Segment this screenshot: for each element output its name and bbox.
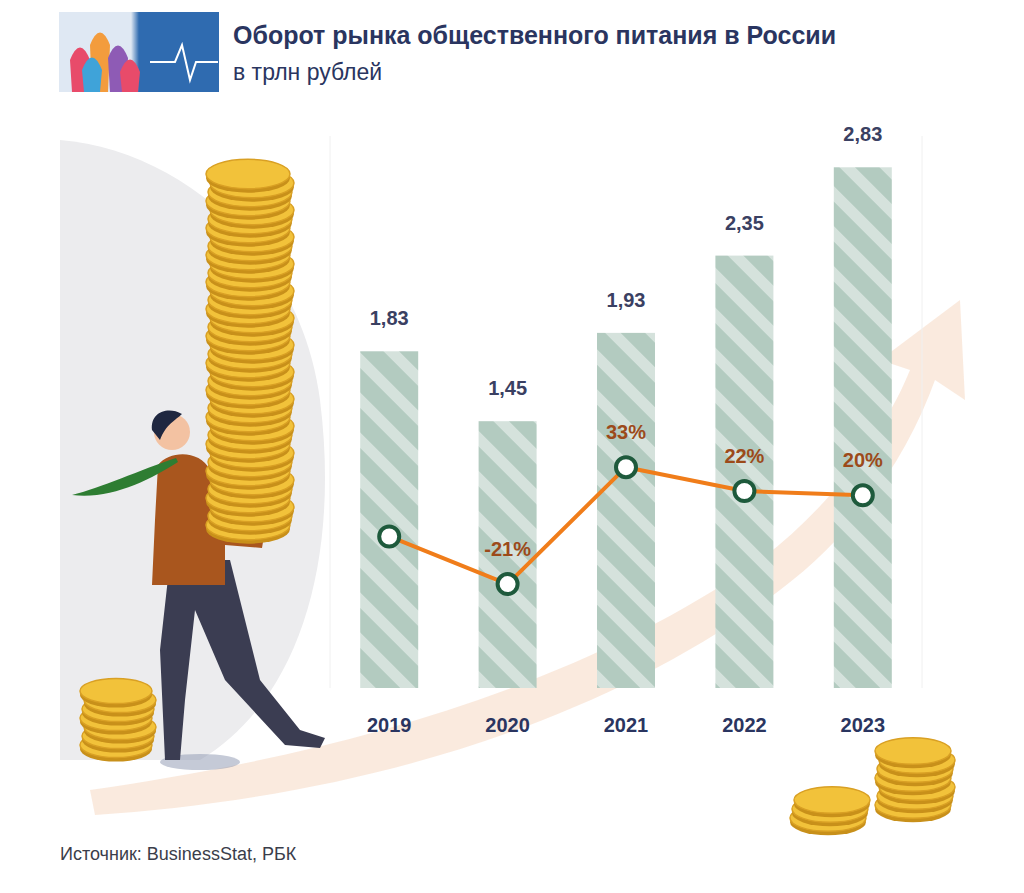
line-label: -21% — [484, 538, 531, 560]
line — [389, 467, 863, 584]
title: Оборот рынка общественного питания в Рос… — [233, 21, 836, 49]
bar-label: 1,45 — [488, 377, 527, 399]
bar-label: 2,83 — [843, 123, 882, 145]
coin — [794, 787, 870, 814]
line-label: 33% — [606, 421, 646, 443]
line-marker — [853, 485, 873, 505]
x-tick-label: 2020 — [485, 714, 530, 736]
logo-pulse — [150, 45, 218, 80]
x-tick-label: 2021 — [604, 714, 649, 736]
bar — [479, 421, 537, 688]
x-tick-label: 2023 — [841, 714, 886, 736]
line-label: 22% — [724, 445, 764, 467]
line-marker — [734, 481, 754, 501]
background-shape — [60, 140, 325, 760]
marks — [360, 167, 892, 688]
logo — [59, 12, 219, 92]
bar-label: 2,35 — [725, 212, 764, 234]
man-legs — [160, 560, 325, 760]
line-label: 20% — [843, 449, 883, 471]
x-tick-label: 2019 — [367, 714, 412, 736]
man-hair — [152, 411, 182, 440]
bar — [834, 167, 892, 688]
labels: 1,83 1,45 1,93 2,35 2,83 -21% 33% 22% 20% — [370, 123, 883, 560]
logo-dome — [82, 58, 102, 93]
bar — [597, 333, 655, 688]
line-marker — [616, 457, 636, 477]
chart: 1,83 1,45 1,93 2,35 2,83 -21% 33% 22% 20% 2019 202… — [0, 0, 1024, 893]
bar — [715, 256, 773, 688]
decoration — [59, 12, 965, 835]
growth-arrow — [90, 300, 965, 815]
bar-label: 1,83 — [370, 307, 409, 329]
bar-label: 1,93 — [607, 289, 646, 311]
coin — [80, 678, 152, 703]
line-marker — [379, 526, 399, 546]
bar — [360, 351, 418, 688]
x-tick-label: 2022 — [722, 714, 767, 736]
logo-dome — [120, 60, 140, 93]
subtitle: в трлн рублей — [233, 59, 382, 85]
line-marker — [498, 574, 518, 594]
source: Источник: BusinessStat, РБК — [60, 844, 297, 864]
y2-axis-line — [922, 136, 923, 688]
man-tie — [72, 458, 178, 496]
y-axis-line — [330, 136, 331, 688]
coin — [875, 738, 951, 765]
coin — [206, 159, 290, 188]
